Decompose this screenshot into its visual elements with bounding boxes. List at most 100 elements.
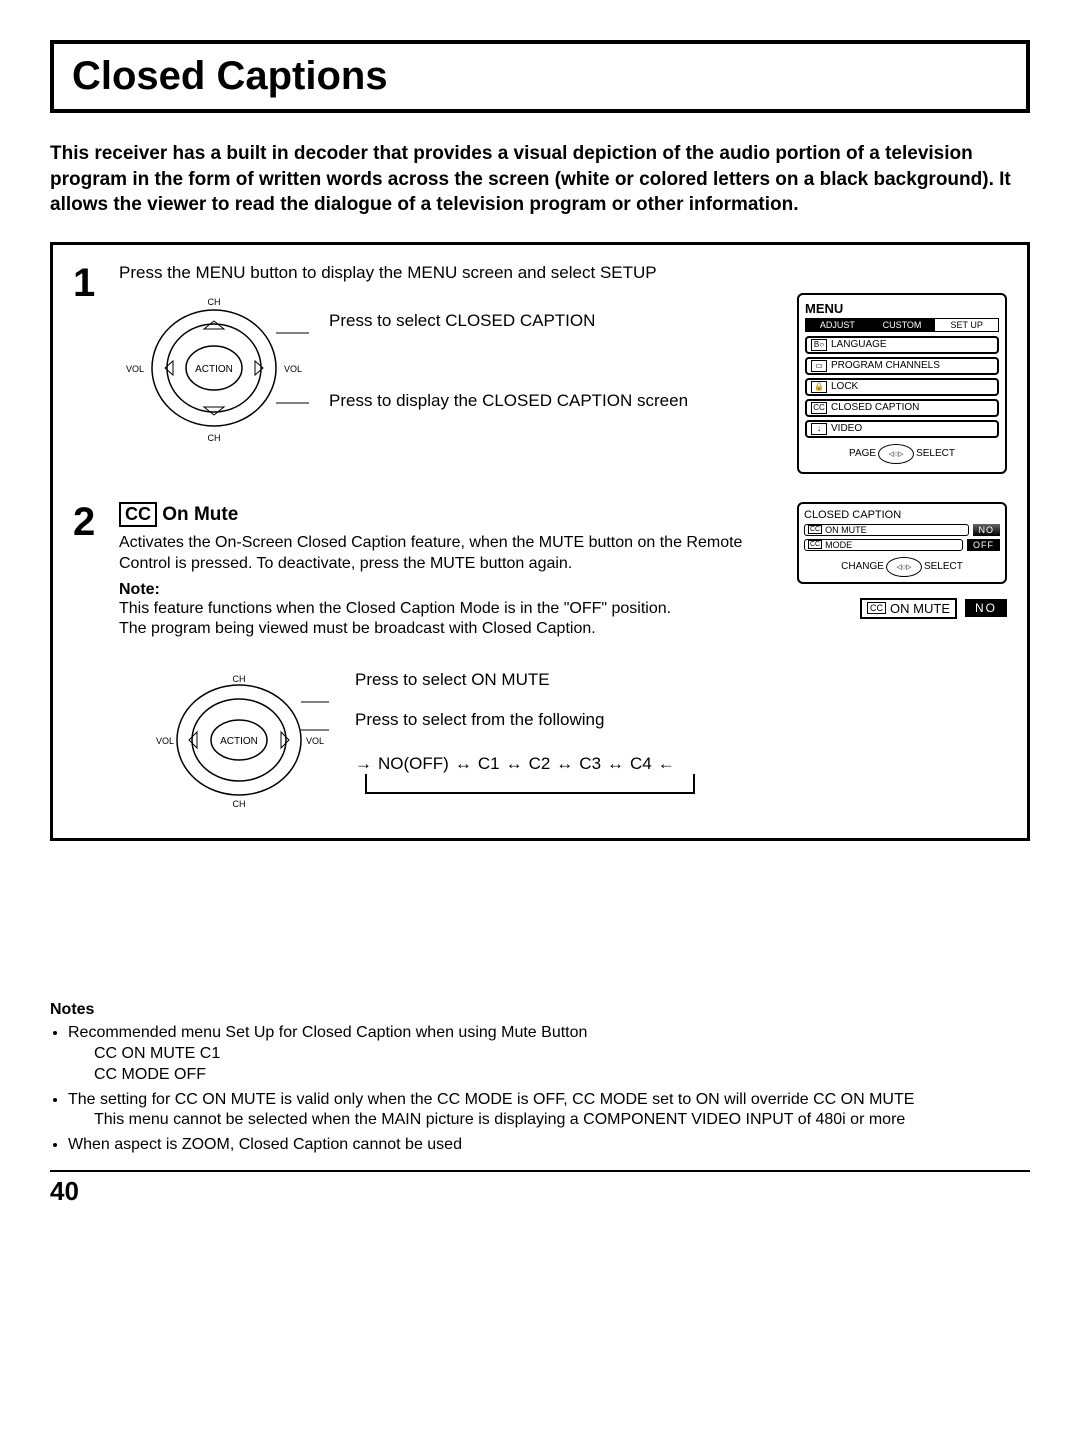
cc-panel-footer: CHANGE ◁○▷ SELECT — [804, 557, 1000, 577]
arrow-icon: ↔ — [556, 754, 573, 774]
menu-item-video: ↓ VIDEO — [805, 420, 999, 438]
intro-paragraph: This receiver has a built in decoder tha… — [50, 141, 1030, 218]
page-footer: 40 — [50, 1170, 1030, 1207]
step-2: 2 CC On Mute Activates the On-Screen Clo… — [73, 502, 1007, 640]
remote-diagram-1: ACTION CH CH VOL VOL — [119, 293, 309, 443]
cycle-bracket — [365, 774, 695, 794]
nav-oval-icon: ◁○▷ — [878, 444, 914, 464]
step-2b-line-5: Press to select from the following — [355, 710, 695, 730]
menu-item-label: LOCK — [831, 381, 858, 392]
note-1b: CC MODE OFF — [94, 1065, 1030, 1086]
note-1a: CC ON MUTE C1 — [94, 1044, 1030, 1065]
arrow-icon: ↔ — [455, 754, 472, 774]
language-icon: B○ — [811, 339, 827, 351]
nav-oval-icon: ◁○▷ — [886, 557, 922, 577]
onmute-value-box: NO — [965, 599, 1007, 617]
cc-osd-panel: CLOSED CAPTION CCON MUTE NO CCMODE OFF C… — [797, 502, 1007, 584]
arrow-icon: ↔ — [506, 754, 523, 774]
step-2-number: 2 — [73, 502, 107, 640]
note-3: When aspect is ZOOM, Closed Caption cann… — [68, 1135, 1030, 1156]
notes-section: Notes Recommended menu Set Up for Closed… — [50, 1001, 1030, 1156]
svg-text:CH: CH — [208, 433, 221, 443]
cc-footer-select: SELECT — [924, 561, 963, 572]
menu-osd-panel: MENU ADJUST CUSTOM SET UP B○ LANGUAGE ▭ PR… — [797, 293, 1007, 474]
cc-panel-row-mode: CCMODE OFF — [804, 539, 1000, 551]
note-label: Note: — [119, 581, 769, 599]
step-1: 1 Press the MENU button to display the M… — [73, 263, 1007, 474]
menu-item-closed-caption: CC CLOSED CAPTION — [805, 399, 999, 417]
menu-item-label: CLOSED CAPTION — [831, 402, 919, 413]
page-title: Closed Captions — [72, 54, 1008, 99]
step-2-body-1: Activates the On-Screen Closed Caption f… — [119, 533, 769, 575]
menu-title: MENU — [805, 301, 999, 316]
step-1-line-2: Press to select CLOSED CAPTION — [329, 311, 777, 331]
step-2-title-text: On Mute — [162, 504, 238, 525]
menu-footer-page: PAGE — [849, 448, 876, 459]
cc-footer-change: CHANGE — [841, 561, 884, 572]
svg-text:CH: CH — [233, 674, 246, 684]
cycle-option: C2 — [529, 754, 551, 774]
remote-diagram-2: ACTION CH CH VOL VOL — [129, 670, 329, 810]
note-2: The setting for CC ON MUTE is valid only… — [68, 1090, 1030, 1132]
cycle-option: C4 — [630, 754, 652, 774]
onmute-bar: CC ON MUTE NO — [707, 598, 1007, 619]
onmute-label-box: CC ON MUTE — [860, 598, 957, 619]
menu-item-language: B○ LANGUAGE — [805, 336, 999, 354]
step-2-title: CC On Mute — [119, 502, 769, 527]
svg-text:VOL: VOL — [126, 364, 144, 374]
note-2a: This menu cannot be selected when the MA… — [94, 1110, 1030, 1131]
svg-text:ACTION: ACTION — [220, 736, 258, 747]
cycle-option: C1 — [478, 754, 500, 774]
main-instruction-box: 1 Press the MENU button to display the M… — [50, 242, 1030, 841]
svg-text:CH: CH — [208, 297, 221, 307]
cc-row-value: NO — [973, 524, 1001, 536]
cc-row-label: ON MUTE — [825, 525, 867, 535]
notes-title: Notes — [50, 1001, 1030, 1019]
cc-row-label: MODE — [825, 540, 852, 550]
cc-icon: CC — [811, 402, 827, 414]
menu-footer: PAGE ◁○▷ SELECT — [805, 444, 999, 464]
menu-tab-adjust: ADJUST — [805, 318, 870, 332]
cc-panel-row-onmute: CCON MUTE NO — [804, 524, 1000, 536]
title-box: Closed Captions — [50, 40, 1030, 113]
svg-text:VOL: VOL — [306, 736, 324, 746]
cc-small-icon: CC — [808, 540, 822, 549]
note-1: Recommended menu Set Up for Closed Capti… — [68, 1023, 1030, 1085]
cc-box-icon: CC — [119, 502, 157, 527]
cc-small-icon: CC — [808, 525, 822, 534]
menu-tabs: ADJUST CUSTOM SET UP — [805, 318, 999, 332]
menu-item-label: LANGUAGE — [831, 339, 887, 350]
step-1-line-3: Press to display the CLOSED CAPTION scre… — [329, 391, 777, 411]
svg-text:ACTION: ACTION — [195, 364, 233, 375]
cc-panel-title: CLOSED CAPTION — [804, 509, 1000, 521]
menu-tab-setup: SET UP — [934, 318, 999, 332]
cycle-options: → NO(OFF) ↔ C1 ↔ C2 ↔ C3 ↔ C4 ← — [355, 754, 695, 774]
arrow-icon: ← — [658, 754, 675, 774]
step-2-note-1: This feature functions when the Closed C… — [119, 599, 769, 620]
svg-text:VOL: VOL — [156, 736, 174, 746]
menu-footer-select: SELECT — [916, 448, 955, 459]
arrow-icon: → — [355, 754, 372, 774]
menu-item-label: VIDEO — [831, 423, 862, 434]
menu-item-program-channels: ▭ PROGRAM CHANNELS — [805, 357, 999, 375]
step-2-note-2: The program being viewed must be broadca… — [119, 619, 769, 640]
video-icon: ↓ — [811, 423, 827, 435]
svg-text:CH: CH — [233, 799, 246, 809]
step-1-number: 1 — [73, 263, 107, 474]
menu-tab-custom: CUSTOM — [870, 318, 935, 332]
menu-item-lock: 🔒 LOCK — [805, 378, 999, 396]
lock-icon: 🔒 — [811, 381, 827, 393]
step-2b-line-4: Press to select ON MUTE — [355, 670, 695, 690]
cc-row-value: OFF — [967, 539, 1000, 551]
step-2b: ACTION CH CH VOL VOL Press to select ON … — [73, 640, 1007, 810]
onmute-label: ON MUTE — [890, 601, 950, 616]
channels-icon: ▭ — [811, 360, 827, 372]
arrow-icon: ↔ — [607, 754, 624, 774]
cc-small-icon: CC — [867, 602, 886, 614]
cycle-option: C3 — [579, 754, 601, 774]
cycle-option: NO(OFF) — [378, 754, 449, 774]
svg-text:VOL: VOL — [284, 364, 302, 374]
page-number: 40 — [50, 1176, 79, 1206]
step-1-line-1: Press the MENU button to display the MEN… — [119, 263, 1007, 283]
menu-item-label: PROGRAM CHANNELS — [831, 360, 940, 371]
